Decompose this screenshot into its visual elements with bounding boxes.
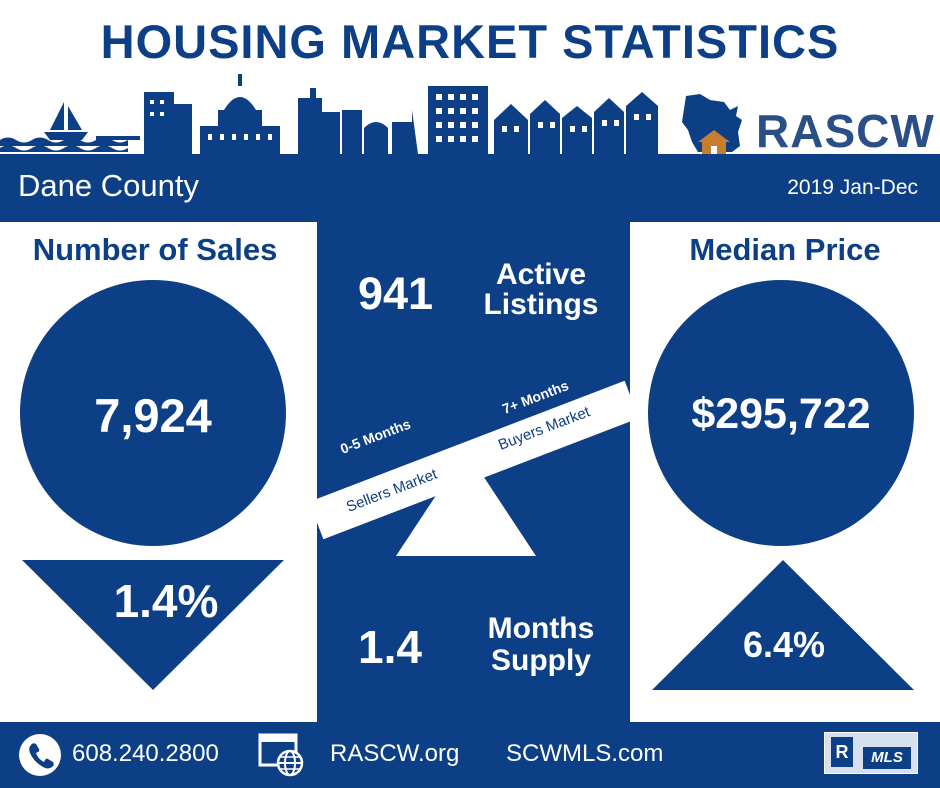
price-value: $295,722	[691, 390, 871, 438]
sales-value: 7,924	[94, 389, 212, 442]
active-listings-value: 941	[358, 268, 434, 319]
region-band	[0, 156, 940, 222]
realtor-r-icon: R	[831, 737, 853, 767]
price-circle	[648, 280, 914, 546]
months-supply-label-line1: Months	[487, 612, 595, 645]
rascw-logo-text: RASCW	[756, 105, 935, 157]
price-change: 6.4%	[742, 624, 826, 665]
phone-icon	[19, 734, 61, 776]
footer-site-scwmls[interactable]: SCWMLS.com	[506, 740, 664, 767]
svg-text:R: R	[836, 742, 849, 762]
footer-phone[interactable]: 608.240.2800	[72, 740, 219, 767]
region-name: Dane County	[18, 168, 199, 203]
market-scale-fulcrum	[396, 450, 536, 556]
active-listings-label-line1: Active	[495, 258, 587, 291]
sales-down-triangle	[22, 560, 284, 690]
footer-band	[0, 722, 940, 788]
page-title: HOUSING MARKET STATISTICS	[100, 15, 840, 68]
period-label: 2019 Jan-Dec	[787, 176, 918, 199]
months-supply-label-line2: Supply	[490, 644, 591, 677]
sales-circle	[20, 280, 286, 546]
sales-heading: Number of Sales	[32, 232, 278, 267]
mls-badge-text: MLS	[863, 747, 911, 769]
realtor-mls-badge: R MLS	[824, 732, 918, 774]
active-listings-label-line2: Listings	[483, 288, 599, 321]
sales-change: 1.4%	[113, 575, 219, 627]
price-heading: Median Price	[689, 232, 881, 267]
months-supply-value: 1.4	[358, 621, 422, 673]
web-globe-icon	[258, 733, 304, 777]
wisconsin-house-logo	[682, 94, 742, 154]
footer-site-rascw[interactable]: RASCW.org	[330, 740, 460, 767]
price-up-triangle	[652, 560, 914, 690]
